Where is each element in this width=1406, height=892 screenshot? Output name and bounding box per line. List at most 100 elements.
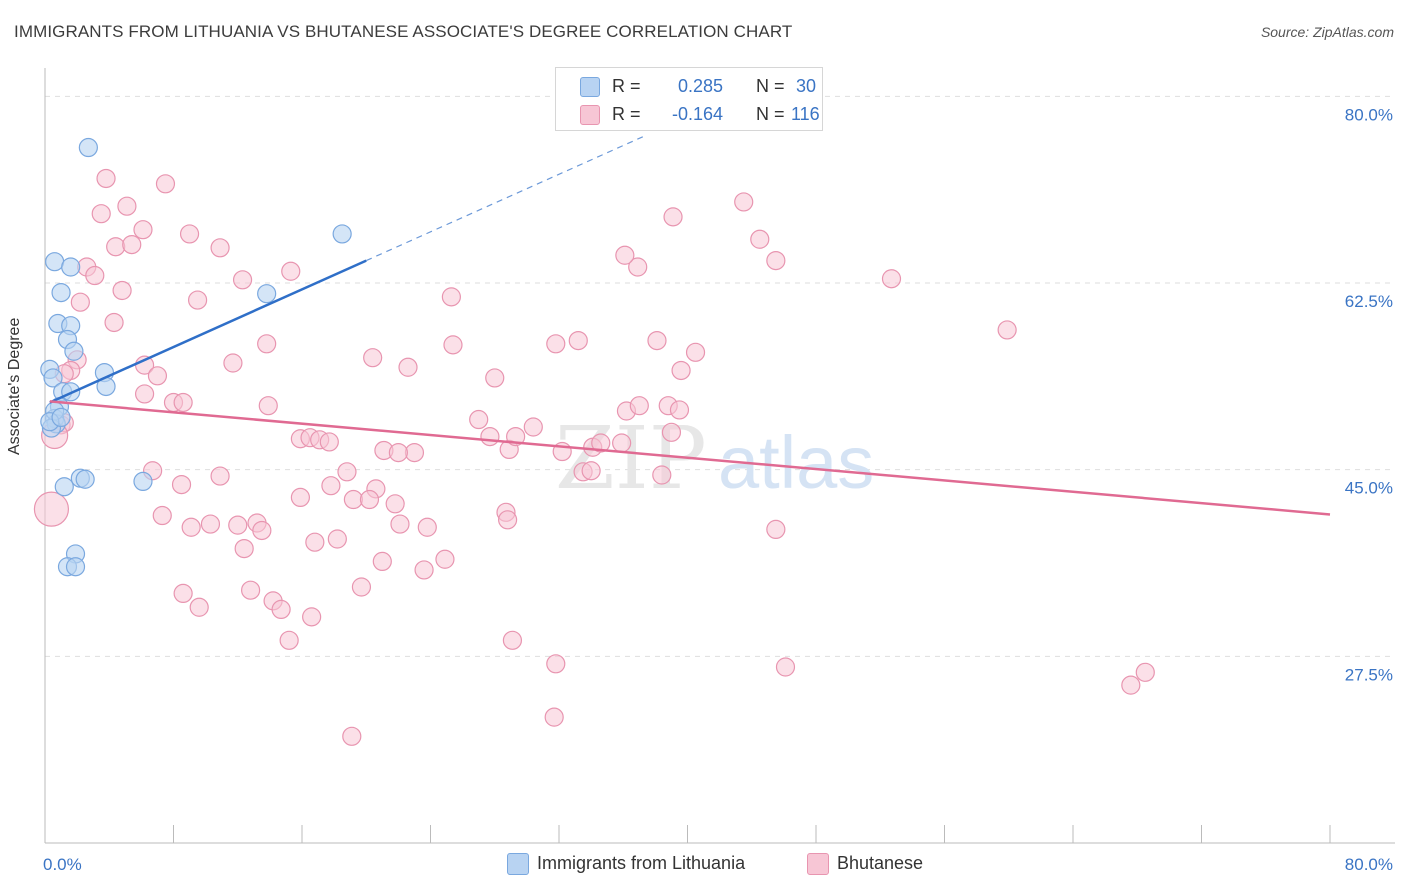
bhutanese-point [122,235,142,255]
bhutanese-point [133,220,153,240]
tick-labels: 27.5% 45.0% 62.5% 80.0% 0.0% 80.0% [43,105,1393,874]
bhutanese-point [305,532,325,552]
legend-n-value: 30 [796,76,817,96]
bhutanese-point [134,384,155,404]
bhutanese-point [91,204,111,224]
bhutanese-point [106,237,126,257]
bhutanese-point [414,560,434,580]
bhutanese-point [734,192,754,212]
bhutanese-point [241,580,261,600]
bhutanese-point [498,510,518,530]
axes [44,68,1395,844]
bhutanese-point [112,280,132,301]
bhutanese-point [385,494,405,514]
bhutanese-point [33,491,70,527]
y-tick-label: 80.0% [1345,105,1393,124]
bhutanese-point [173,583,193,604]
bottom-legend-label: Bhutanese [837,853,924,873]
bhutanese-point [1121,675,1141,695]
lithuania-trend-line [49,259,367,404]
bhutanese-point [189,597,209,617]
bhutanese-point [398,357,418,377]
bhutanese-point [546,654,566,674]
bhutanese-point [544,707,564,727]
bhutanese-point [258,396,278,416]
lithuania-point [332,224,352,244]
bhutanese-point [435,549,455,569]
bhutanese-point [615,245,635,265]
bhutanese-point [343,489,363,510]
bhutanese-point [485,368,505,388]
legend-r-label: R = [612,76,641,96]
bhutanese-point [117,196,137,216]
watermark-zip: ZIP [555,409,707,509]
bhutanese-point [210,238,230,258]
bhutanese-point [469,409,489,430]
x-tick-label: 80.0% [1345,855,1393,874]
bottom-swatch-blue [507,853,529,875]
bhutanese-point [671,360,691,381]
trend-lines [49,134,1331,516]
bhutanese-point [232,270,253,290]
bhutanese-point [327,529,347,549]
bhutanese-point [337,462,357,482]
source-label: Source: ZipAtlas.com [1260,24,1394,40]
bhutanese-point [1135,662,1155,682]
bhutanese-point [652,465,672,485]
bhutanese-trend-line [49,400,1331,516]
bhutanese-point [612,433,632,453]
bhutanese-points [33,168,1155,746]
lithuania-point [78,137,98,158]
x-tick-label: 0.0% [43,855,82,874]
bhutanese-point [302,607,322,627]
bhutanese-point [210,466,230,486]
bhutanese-point [271,599,291,620]
lithuania-point [133,471,153,491]
bhutanese-point [147,366,168,386]
bhutanese-point [319,432,339,452]
bhutanese-point [766,519,786,540]
lithuania-point [43,368,63,388]
legend-n-value: 116 [791,104,820,124]
bhutanese-point [171,475,192,495]
lithuania-point [75,469,95,489]
bhutanese-point [647,331,667,351]
chart-title: IMMIGRANTS FROM LITHUANIA VS BHUTANESE A… [14,22,793,41]
bhutanese-point [372,551,392,572]
bhutanese-point [200,514,221,534]
bhutanese-point [234,538,254,559]
legend-swatch-blue [580,77,600,97]
lithuania-points [40,137,352,577]
bhutanese-point [155,174,176,194]
bhutanese-point [252,520,272,541]
bhutanese-point [629,396,649,416]
bottom-legend-label: Immigrants from Lithuania [537,853,746,873]
bhutanese-point [441,287,461,307]
lithuania-point [54,477,74,497]
lithuania-point [51,407,71,427]
bhutanese-point [881,269,902,289]
lithuania-trend-extension [366,134,648,262]
bhutanese-point [179,224,200,244]
y-tick-label: 45.0% [1345,479,1393,498]
bhutanese-point [661,422,682,442]
bhutanese-point [581,461,601,481]
bhutanese-point [104,312,124,333]
legend-r-label: R = [612,104,641,124]
bhutanese-point [404,443,425,463]
bhutanese-point [359,489,380,510]
lithuania-point [64,341,84,361]
legend-swatch-pink [580,105,600,125]
bhutanese-point [669,400,690,420]
bhutanese-point [685,342,706,362]
bhutanese-point [480,427,500,447]
lithuania-point [51,283,71,303]
bhutanese-point [997,320,1017,340]
bhutanese-point [568,331,588,351]
watermark: ZIP atlas [555,409,874,509]
stats-legend: R = 0.285 N = 30 R = -0.164 N = 116 [555,67,823,131]
bhutanese-point [388,443,408,463]
bhutanese-point [70,292,90,312]
bhutanese-point [152,505,172,526]
